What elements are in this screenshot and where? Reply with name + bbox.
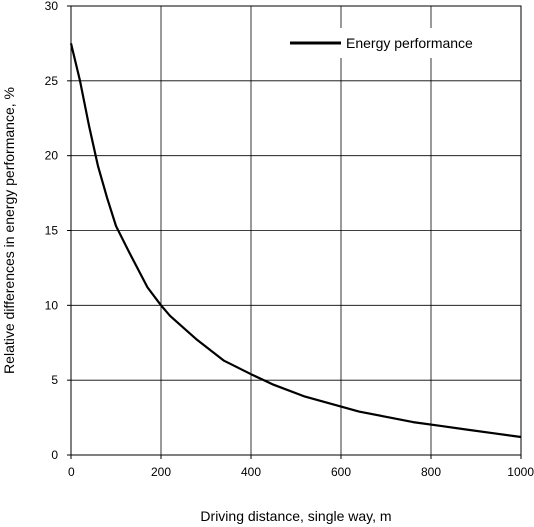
y-axis-title: Relative differences in energy performan… [1, 87, 17, 374]
x-tick-label: 1000 [507, 465, 534, 479]
grid [71, 6, 521, 455]
y-tick-label: 30 [45, 0, 59, 13]
x-tick-label: 800 [421, 465, 441, 479]
y-tick-label: 25 [45, 74, 59, 88]
legend: Energy performance [280, 28, 508, 58]
y-tick-label: 0 [51, 448, 58, 462]
series-line-energy-performance [69, 43, 522, 439]
tick-labels: 0 200 400 600 800 1000 0 5 10 15 20 25 30 [45, 0, 534, 479]
x-tick-label: 200 [151, 465, 171, 479]
legend-label: Energy performance [346, 35, 473, 51]
y-tick-label: 20 [45, 149, 59, 163]
x-tick-label: 0 [68, 465, 75, 479]
x-tick-label: 600 [331, 465, 351, 479]
y-tick-label: 10 [45, 298, 59, 312]
y-tick-label: 5 [51, 373, 58, 387]
series-layer [69, 43, 522, 439]
x-axis-title: Driving distance, single way, m [200, 508, 391, 524]
y-tick-label: 15 [45, 224, 59, 238]
x-tick-label: 400 [241, 465, 261, 479]
